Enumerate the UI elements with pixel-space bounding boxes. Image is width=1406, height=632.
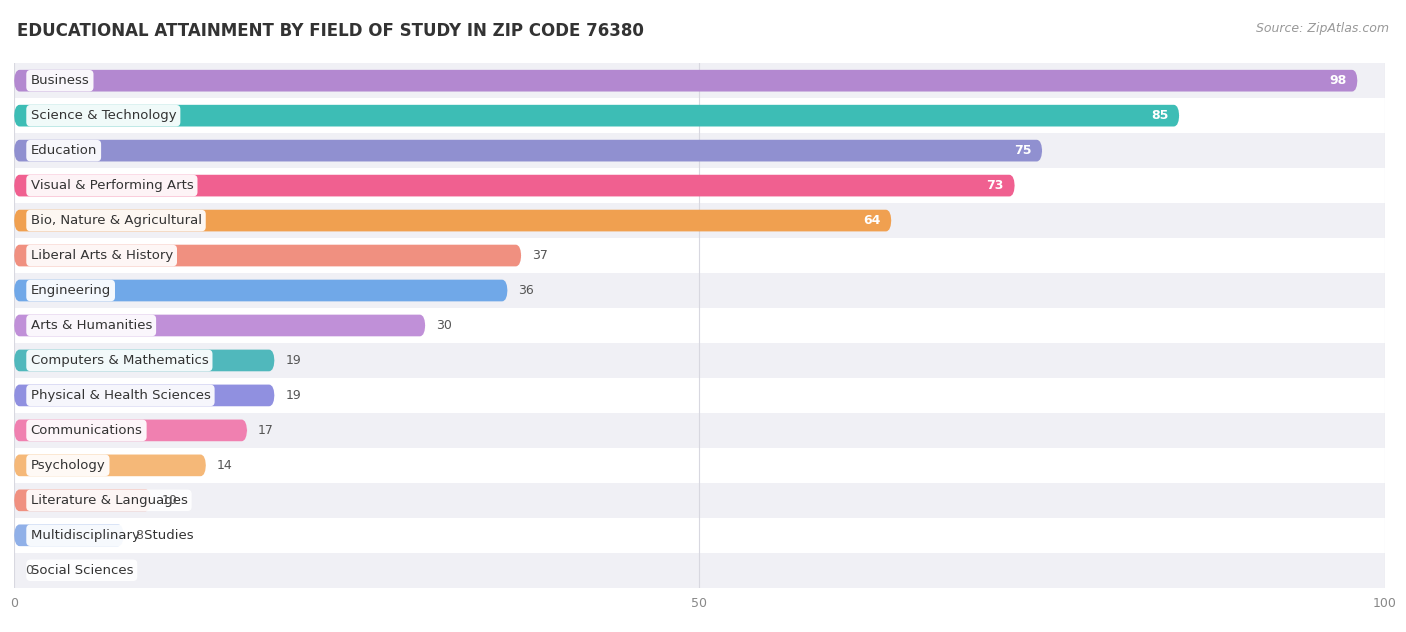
Text: Literature & Languages: Literature & Languages [31, 494, 187, 507]
FancyBboxPatch shape [14, 245, 522, 266]
Text: Business: Business [31, 74, 89, 87]
Bar [14, 63, 1385, 98]
Text: Engineering: Engineering [31, 284, 111, 297]
Text: 64: 64 [863, 214, 880, 227]
Bar [14, 378, 1385, 413]
Text: 8: 8 [135, 529, 142, 542]
Text: Visual & Performing Arts: Visual & Performing Arts [31, 179, 193, 192]
Bar [14, 518, 1385, 553]
FancyBboxPatch shape [14, 454, 207, 476]
FancyBboxPatch shape [14, 525, 124, 546]
Bar [14, 413, 1385, 448]
Bar [14, 238, 1385, 273]
Text: Bio, Nature & Agricultural: Bio, Nature & Agricultural [31, 214, 201, 227]
Text: Communications: Communications [31, 424, 142, 437]
Text: Arts & Humanities: Arts & Humanities [31, 319, 152, 332]
Text: 10: 10 [162, 494, 179, 507]
FancyBboxPatch shape [14, 349, 274, 371]
FancyBboxPatch shape [14, 490, 152, 511]
Text: 37: 37 [533, 249, 548, 262]
FancyBboxPatch shape [14, 420, 247, 441]
FancyBboxPatch shape [14, 210, 891, 231]
FancyBboxPatch shape [14, 280, 508, 301]
Text: 75: 75 [1014, 144, 1031, 157]
FancyBboxPatch shape [14, 140, 1042, 161]
Text: 36: 36 [519, 284, 534, 297]
Bar [14, 553, 1385, 588]
Bar [14, 98, 1385, 133]
FancyBboxPatch shape [14, 175, 1015, 197]
Text: Psychology: Psychology [31, 459, 105, 472]
Text: Multidisciplinary Studies: Multidisciplinary Studies [31, 529, 193, 542]
FancyBboxPatch shape [14, 385, 274, 406]
Text: 14: 14 [217, 459, 233, 472]
Text: 30: 30 [436, 319, 453, 332]
Text: Liberal Arts & History: Liberal Arts & History [31, 249, 173, 262]
Text: EDUCATIONAL ATTAINMENT BY FIELD OF STUDY IN ZIP CODE 76380: EDUCATIONAL ATTAINMENT BY FIELD OF STUDY… [17, 22, 644, 40]
Text: 0: 0 [25, 564, 32, 577]
Text: 19: 19 [285, 354, 301, 367]
Bar [14, 168, 1385, 203]
FancyBboxPatch shape [14, 105, 1180, 126]
Text: Physical & Health Sciences: Physical & Health Sciences [31, 389, 211, 402]
Text: Social Sciences: Social Sciences [31, 564, 134, 577]
Text: 98: 98 [1329, 74, 1347, 87]
Text: Computers & Mathematics: Computers & Mathematics [31, 354, 208, 367]
Text: 17: 17 [259, 424, 274, 437]
Text: 73: 73 [987, 179, 1004, 192]
Text: Science & Technology: Science & Technology [31, 109, 176, 122]
FancyBboxPatch shape [14, 315, 425, 336]
Text: Education: Education [31, 144, 97, 157]
Bar [14, 343, 1385, 378]
Bar [14, 448, 1385, 483]
FancyBboxPatch shape [14, 70, 1358, 92]
Text: 85: 85 [1152, 109, 1168, 122]
Bar [14, 273, 1385, 308]
Bar [14, 203, 1385, 238]
Text: Source: ZipAtlas.com: Source: ZipAtlas.com [1256, 22, 1389, 35]
Bar [14, 308, 1385, 343]
Bar [14, 133, 1385, 168]
Text: 19: 19 [285, 389, 301, 402]
Bar [14, 483, 1385, 518]
